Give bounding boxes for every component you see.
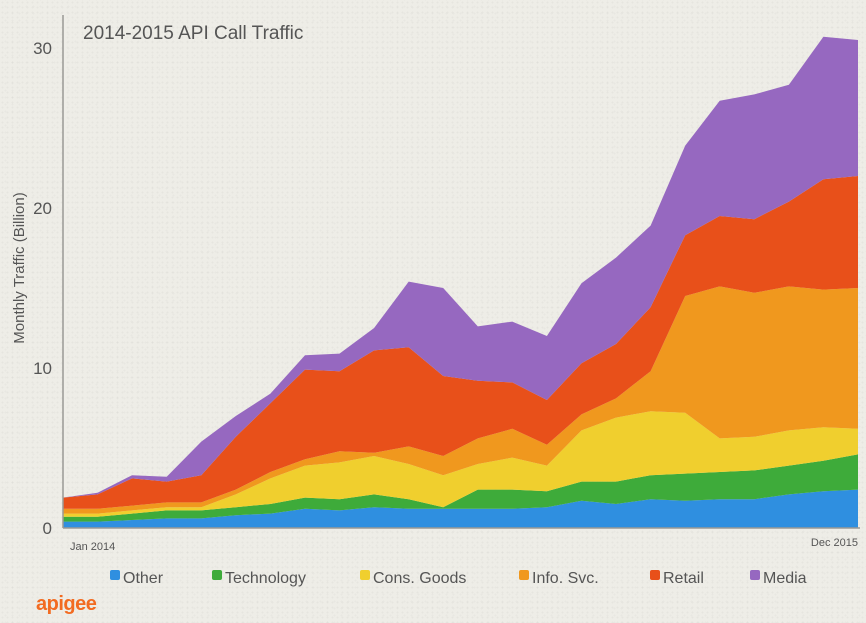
legend-swatch-2 [360,570,370,580]
legend-label-0: Other [123,570,164,587]
legend: Other Technology Cons. Goods Info. Svc. Reta… [110,570,807,587]
y-tick-label-30: 30 [33,39,52,58]
area-cons-goods [63,411,858,517]
legend-label-2: Cons. Goods [373,570,466,587]
legend-swatch-0 [110,570,120,580]
chart-title: 2014-2015 API Call Traffic [83,23,303,44]
y-tick-label-20: 20 [33,199,52,218]
x-tick-label-start: Jan 2014 [70,541,115,553]
legend-label-4: Retail [663,570,704,587]
y-tick-label-0: 0 [43,519,52,538]
area-retail [63,176,858,509]
x-tick-label-end: Dec 2015 [811,537,858,549]
y-tick-group: 0 10 20 30 [33,39,52,538]
y-axis-label: Monthly Traffic (Billion) [11,192,28,343]
legend-label-5: Media [763,570,807,587]
area-info-svc [63,286,858,514]
legend-swatch-5 [750,570,760,580]
apigee-logo: apigee [36,593,97,615]
y-tick-label-10: 10 [33,359,52,378]
area-series-group [63,36,858,528]
legend-label-1: Technology [225,570,306,587]
area-technology [63,454,858,522]
legend-swatch-1 [212,570,222,580]
legend-label-3: Info. Svc. [532,570,599,587]
legend-swatch-4 [650,570,660,580]
legend-swatch-3 [519,570,529,580]
